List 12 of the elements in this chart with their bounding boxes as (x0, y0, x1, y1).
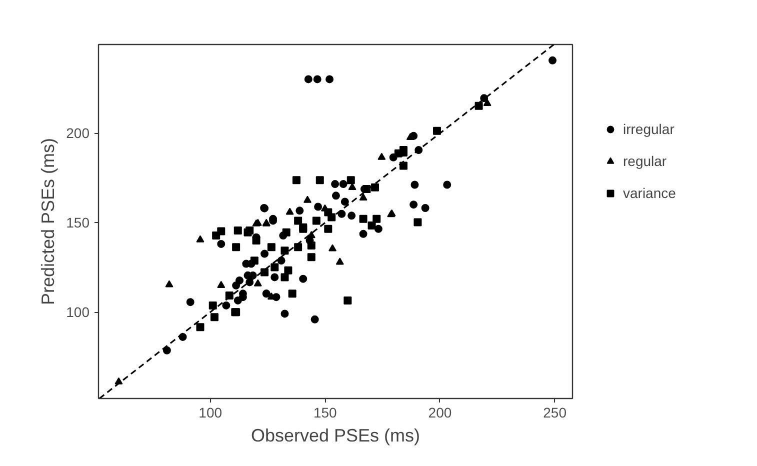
y-tick-label: 100 (66, 304, 90, 320)
y-axis-title: Predicted PSEs (ms) (38, 138, 58, 306)
legend-label: irregular (623, 121, 674, 137)
x-tick-label: 200 (428, 404, 452, 420)
x-tick-label: 150 (313, 404, 338, 420)
y-tick-label: 200 (66, 125, 90, 142)
legend-label: variance (623, 185, 676, 201)
legend-label: regular (623, 153, 667, 169)
x-axis-title: Observed PSEs (ms) (250, 426, 420, 446)
x-tick-label: 100 (198, 404, 222, 420)
y-tick-label: 150 (66, 214, 90, 231)
x-tick-label: 250 (543, 404, 567, 420)
